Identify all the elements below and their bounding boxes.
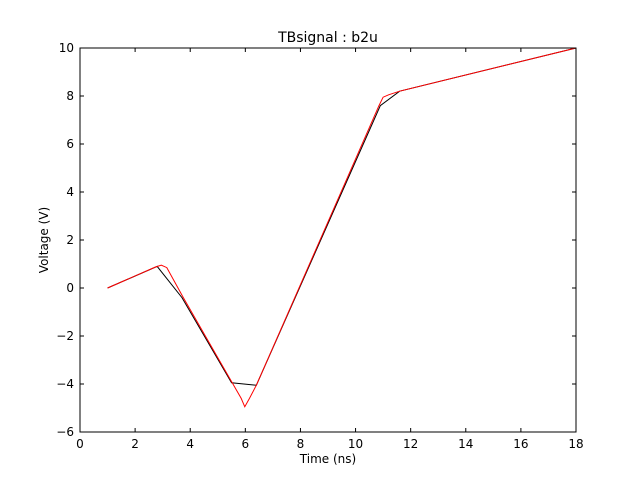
series-line-1	[107, 47, 577, 386]
x-tick-label: 16	[513, 437, 528, 451]
series-layer	[107, 47, 577, 408]
y-tick-label: 8	[66, 89, 74, 103]
y-tick-label: 6	[66, 137, 74, 151]
x-tick-label: 10	[348, 437, 363, 451]
x-tick-label: 4	[186, 437, 194, 451]
x-tick-label: 8	[297, 437, 305, 451]
y-tick-label: −2	[56, 329, 74, 343]
x-tick-label: 18	[568, 437, 583, 451]
y-tick-label: −6	[56, 425, 74, 439]
x-tick-label: 12	[403, 437, 418, 451]
x-axis-ticks: 0 2 4 6 8 10 12 14 16 18	[76, 48, 584, 451]
y-tick-label: 4	[66, 185, 74, 199]
y-tick-label: −4	[56, 377, 74, 391]
y-tick-label: 0	[66, 281, 74, 295]
y-axis-label: Voltage (V)	[37, 207, 51, 273]
x-tick-label: 0	[76, 437, 84, 451]
x-tick-label: 6	[242, 437, 250, 451]
x-tick-label: 2	[131, 437, 139, 451]
plot-area: 0 2 4 6 8 10 12 14 16 18 −6 −4 −2 0 2 4 6 8 10	[56, 41, 583, 451]
y-tick-label: 10	[59, 41, 74, 55]
x-tick-label: 14	[458, 437, 473, 451]
chart-title: TBsignal : b2u	[277, 30, 378, 46]
y-axis-ticks: −6 −4 −2 0 2 4 6 8 10	[56, 41, 576, 439]
y-tick-label: 2	[66, 233, 74, 247]
series-line-2	[107, 47, 577, 408]
x-axis-label: Time (ns)	[299, 452, 356, 466]
plot-frame	[79, 47, 577, 433]
